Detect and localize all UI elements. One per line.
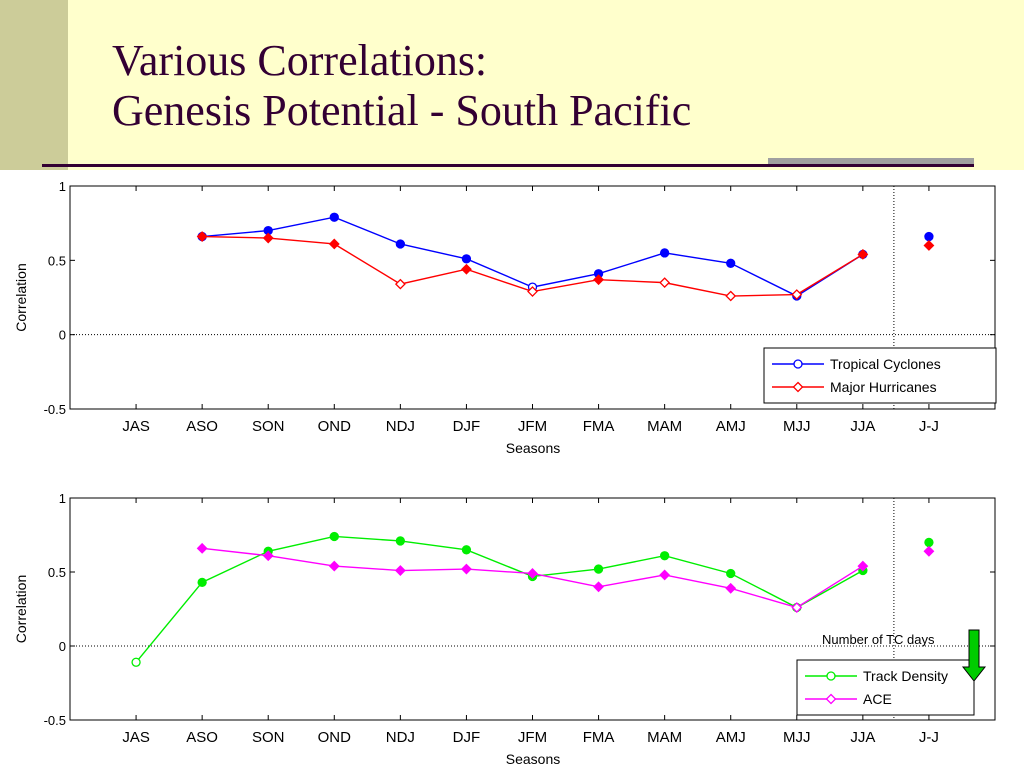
- y-tick-label: 1: [59, 179, 66, 194]
- ace-point: [262, 550, 274, 562]
- major-hurricanes-point: [725, 290, 737, 302]
- y-axis-label: Correlation: [13, 575, 29, 643]
- x-tick-label: J-J: [919, 418, 939, 435]
- major-hurricanes-point: [923, 240, 935, 251]
- y-tick-label: 0: [59, 328, 66, 343]
- ace-point: [328, 560, 340, 572]
- x-tick-label: MAM: [647, 418, 682, 435]
- y-tick-label: 0: [59, 639, 66, 654]
- title-line-1: Various Correlations:: [112, 36, 488, 85]
- track-density-point: [924, 537, 934, 548]
- legend-label: Tropical Cyclones: [830, 356, 941, 372]
- y-tick-label: -0.5: [44, 402, 66, 417]
- x-tick-label: FMA: [583, 418, 615, 435]
- legend-swatch-marker: [826, 671, 836, 681]
- ace-point: [725, 582, 737, 594]
- major-hurricanes-point: [659, 277, 671, 289]
- ace-point: [923, 545, 935, 557]
- tropical-cyclones-point: [461, 254, 472, 264]
- x-tick-label: ASO: [186, 418, 218, 435]
- x-tick-label: JJA: [850, 729, 875, 746]
- x-tick-label: JFM: [518, 729, 547, 746]
- legend-box: [763, 347, 997, 404]
- ace-point: [593, 581, 604, 593]
- major-hurricanes-point: [196, 231, 208, 242]
- legend-swatch-marker: [793, 359, 803, 369]
- x-tick-label: FMA: [583, 729, 615, 746]
- track-density-point: [131, 657, 141, 667]
- x-tick-label: NDJ: [386, 729, 415, 746]
- tropical-cyclones-point: [726, 258, 736, 268]
- major-hurricanes-point: [791, 289, 803, 300]
- x-tick-label: DJF: [453, 729, 481, 746]
- major-hurricanes-point: [593, 274, 604, 286]
- x-tick-label: NDJ: [386, 418, 415, 435]
- ace-point: [394, 565, 406, 576]
- x-tick-label: ASO: [186, 729, 218, 746]
- legend-swatch-marker: [792, 381, 804, 393]
- x-tick-label: J-J: [919, 729, 939, 746]
- x-tick-label: OND: [318, 729, 352, 746]
- track-density-point: [593, 564, 604, 574]
- track-density-point: [395, 536, 406, 546]
- x-tick-label: JAS: [122, 418, 150, 435]
- ace-point: [791, 602, 803, 613]
- legend-label: Major Hurricanes: [830, 379, 937, 395]
- legend-label: Track Density: [863, 668, 948, 684]
- major-hurricanes-point: [328, 238, 340, 250]
- down-arrow-icon: [961, 629, 987, 682]
- tropical-cyclones-point: [395, 239, 406, 249]
- ace-point: [659, 569, 671, 581]
- y-tick-label: 0.5: [48, 565, 66, 580]
- y-axis-label: Correlation: [13, 263, 29, 331]
- track-density-series-line: [135, 535, 864, 663]
- x-tick-label: JAS: [122, 729, 150, 746]
- tropical-cyclones-point: [329, 212, 339, 222]
- y-tick-label: 0.5: [48, 253, 66, 268]
- x-tick-label: DJF: [453, 418, 481, 435]
- x-tick-label: SON: [252, 729, 285, 746]
- track-density-point: [329, 531, 339, 542]
- major-hurricanes-point: [394, 278, 406, 290]
- track-density-point: [197, 577, 207, 588]
- track-density-point: [461, 545, 472, 555]
- tropical-cyclones-point: [659, 248, 670, 258]
- major-hurricanes-point: [527, 286, 538, 297]
- annotation-text: Number of TC days: [822, 632, 935, 647]
- x-tick-label: MAM: [647, 729, 682, 746]
- x-tick-label: SON: [252, 418, 285, 435]
- x-tick-label: JJA: [850, 418, 875, 435]
- x-axis-label: Seasons: [506, 751, 560, 767]
- chart-track-ace-correlations: -0.5 0 0.5 1 JAS ASO SON OND NDJ DJF JFM FMA MAM AMJ M…: [13, 491, 996, 767]
- title-line-2: Genesis Potential - South Pacific: [112, 86, 692, 135]
- track-density-point: [726, 568, 736, 579]
- ace-point: [857, 560, 869, 572]
- ace-point: [196, 542, 208, 554]
- x-tick-label: AMJ: [716, 729, 746, 746]
- title-rule: [42, 164, 974, 167]
- x-tick-label: JFM: [518, 418, 547, 435]
- x-axis-label: Seasons: [506, 440, 560, 456]
- major-hurricanes-point: [857, 248, 869, 260]
- legend-label: ACE: [863, 691, 892, 707]
- x-tick-label: MJJ: [783, 418, 811, 435]
- tropical-cyclones-point: [924, 231, 934, 242]
- major-hurricanes-point: [461, 263, 472, 275]
- track-density-point: [659, 551, 670, 561]
- y-tick-label: 1: [59, 491, 66, 506]
- ace-point: [527, 568, 538, 579]
- x-tick-label: AMJ: [716, 418, 746, 435]
- slide-header: [0, 0, 1024, 170]
- x-tick-label: OND: [318, 418, 352, 435]
- major-hurricanes-point: [262, 232, 274, 244]
- title-rule-accent: [768, 158, 974, 164]
- header-side-strip: [0, 0, 68, 170]
- y-tick-label: -0.5: [44, 713, 66, 728]
- legend-box: [796, 659, 975, 716]
- x-tick-label: MJJ: [783, 729, 811, 746]
- slide-title: Various Correlations: Genesis Potential …: [112, 36, 691, 136]
- legend-swatch-marker: [825, 693, 837, 705]
- chart-tc-correlations: -0.5 0 0.5 1 JAS ASO SON OND NDJ DJF JFM FMA MAM AMJ M…: [13, 179, 997, 456]
- ace-point: [461, 563, 472, 575]
